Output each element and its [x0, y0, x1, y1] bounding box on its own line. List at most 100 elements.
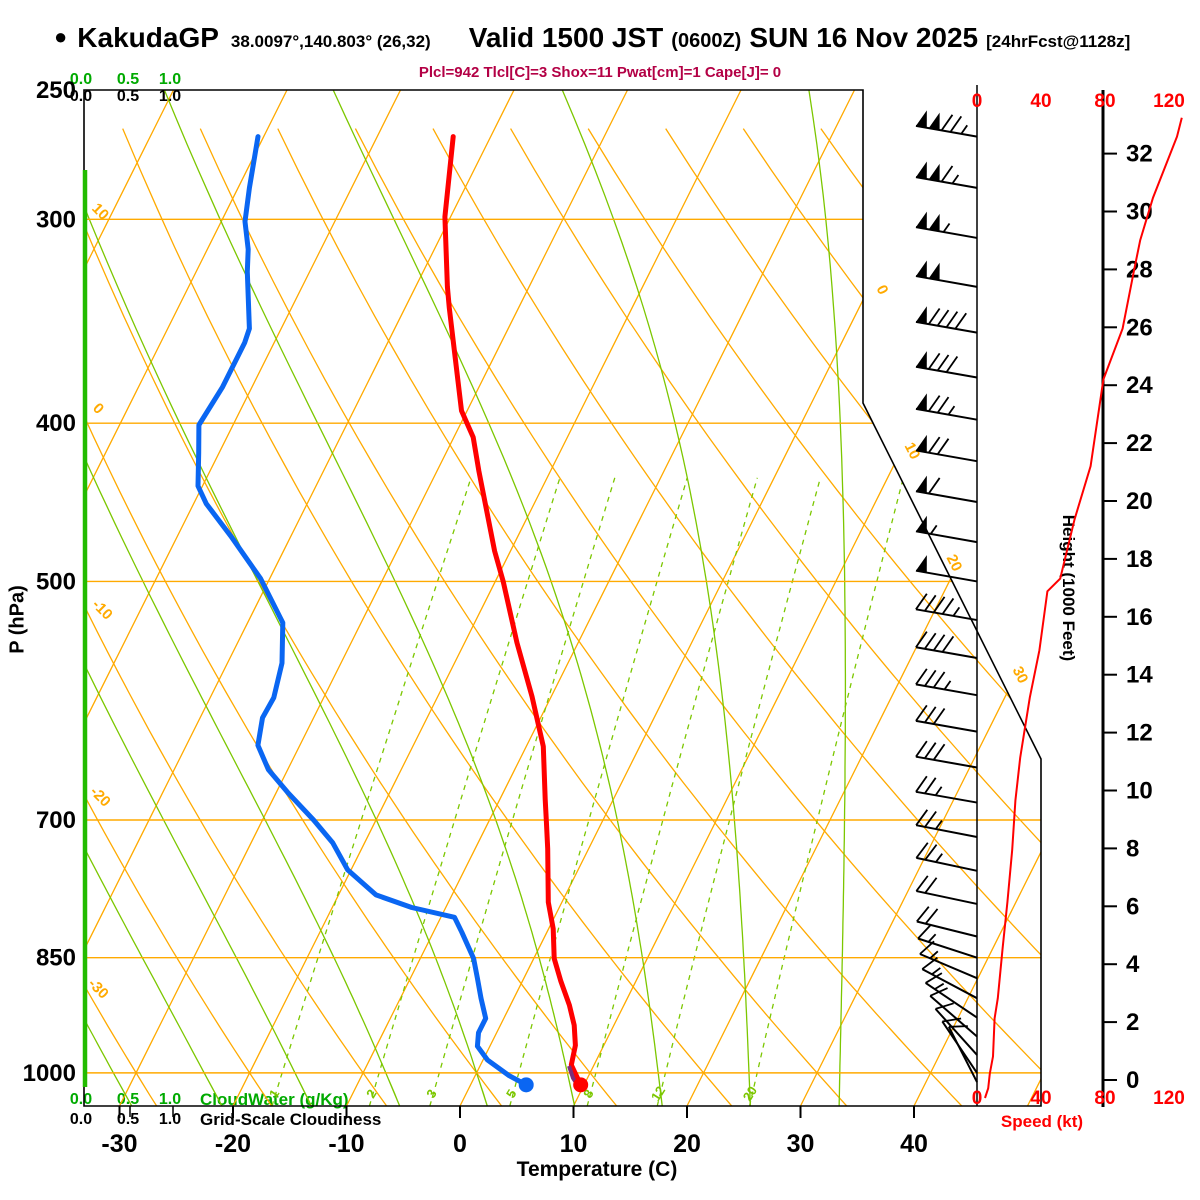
pressure-tick-label: 500: [36, 568, 76, 595]
isotherm-line: [1026, 90, 1041, 1106]
barb-full: [924, 632, 937, 650]
barb-full: [936, 438, 950, 455]
barb-full: [928, 395, 941, 412]
dry-adiabat-line: [199, 128, 848, 1106]
barb-half: [929, 950, 939, 959]
wind-barb: [915, 593, 978, 622]
barb-full: [915, 842, 929, 859]
temperature-tick-label: 10: [560, 1130, 588, 1158]
speed-tick-label-top: 0: [972, 91, 983, 112]
dry-adiabat-line: [122, 128, 733, 1106]
moist-adiabat-line: [332, 90, 664, 1106]
wind-barb: [915, 842, 978, 872]
wind-barb: [915, 475, 978, 503]
speed-tick-label-bottom: 80: [1094, 1088, 1115, 1109]
barb-staff: [915, 646, 978, 659]
barb-staff: [915, 449, 978, 463]
barb-half: [934, 982, 945, 990]
barb-full: [928, 352, 941, 370]
height-tick-label: 28: [1126, 256, 1153, 283]
barb-full: [941, 597, 955, 615]
moist-adiabat-line: [561, 90, 752, 1106]
wind-barb: [915, 775, 978, 804]
barb-full: [924, 742, 937, 759]
barb-half: [935, 820, 943, 830]
isotherm-line: [799, 90, 1041, 1106]
mixing-ratio-line: [586, 477, 758, 1106]
barb-staff: [916, 920, 978, 938]
barb-full: [919, 940, 935, 955]
dewpoint-curve: [195, 134, 529, 1088]
barb-staff: [915, 790, 978, 804]
speed-tick-label-top: 40: [1030, 91, 1051, 112]
barb-staff: [947, 1026, 978, 1083]
mixing-ratio-label: 2: [363, 1087, 380, 1101]
mixing-ratio-label: 20: [740, 1084, 760, 1104]
stability-parameters: Plcl=942 Tlcl[C]=3 Shox=11 Pwat[cm]=1 Ca…: [418, 64, 782, 81]
wind-barb: [915, 631, 978, 659]
temperature-axis: -30 -20 -10 0 10 20 30 40: [101, 1106, 928, 1158]
barb-full: [948, 1025, 968, 1028]
barb-full: [924, 810, 937, 828]
mixing-ratio-line: [509, 477, 688, 1106]
barb-full: [932, 707, 946, 725]
barb-half: [943, 680, 952, 690]
barb-staff: [915, 755, 978, 769]
barb-full: [935, 1002, 954, 1010]
height-tick-label: 4: [1126, 951, 1140, 978]
barb-staff: [916, 856, 978, 872]
mixing-ratio-line: [748, 477, 904, 1106]
dry-adiabat-label: -30: [85, 975, 112, 1002]
isotherm-line: [913, 90, 1041, 1106]
barb-full: [936, 309, 950, 327]
dry-adiabat-label: -10: [89, 596, 116, 623]
barb-full: [932, 596, 946, 613]
temperature-tick-label: 0: [453, 1130, 467, 1158]
temperature-curve: [442, 134, 584, 1088]
height-tick-label: 2: [1126, 1009, 1139, 1036]
plot-border: [83, 89, 1042, 1107]
mixing-ratio-label: 12: [648, 1084, 668, 1104]
pressure-tick-label: 700: [36, 807, 76, 834]
barb-full: [936, 354, 950, 372]
barb-full: [932, 634, 946, 651]
barb-pennant: [915, 110, 927, 128]
wind-barb: [915, 668, 978, 697]
height-tick-label: 14: [1126, 662, 1153, 689]
barb-full: [936, 396, 950, 414]
barb-full: [915, 740, 928, 758]
barb-pennant: [928, 262, 940, 281]
barb-full: [949, 115, 963, 133]
wind-barb: [915, 260, 978, 288]
dry-adiabat-line: [975, 128, 1041, 1106]
wind-barb: [916, 906, 978, 938]
dry-adiabat-line: [432, 128, 1041, 1106]
barb-full: [924, 844, 938, 861]
height-tick-label: 20: [1126, 488, 1153, 515]
barb-half: [952, 606, 961, 617]
wind-barb: [915, 809, 978, 838]
barb-staff: [919, 953, 978, 980]
dry-adiabat-line: [587, 128, 1041, 1106]
height-tick-label: 26: [1126, 314, 1153, 341]
barb-staff: [915, 490, 978, 503]
barb-staff: [925, 982, 978, 1019]
barb-half: [947, 405, 956, 416]
valid-time-utc: (0600Z): [671, 30, 742, 52]
moist-adiabat-line: [84, 90, 227, 1106]
barb-staff: [915, 569, 978, 583]
dry-adiabat-line: [510, 128, 1041, 1106]
mixing-ratio-line: [271, 477, 472, 1106]
barb-staff: [915, 176, 978, 189]
speed-tick-label-bottom: 0: [972, 1088, 983, 1109]
barb-staff: [915, 124, 978, 138]
height-tick-label: 8: [1126, 835, 1139, 862]
moist-adiabat-line: [84, 90, 316, 1106]
wind-barb: [925, 972, 978, 1019]
wind-barb: [919, 940, 978, 980]
cloudwater-legend: CloudWater (g/Kg): [200, 1090, 349, 1109]
wind-barb: [915, 393, 978, 421]
